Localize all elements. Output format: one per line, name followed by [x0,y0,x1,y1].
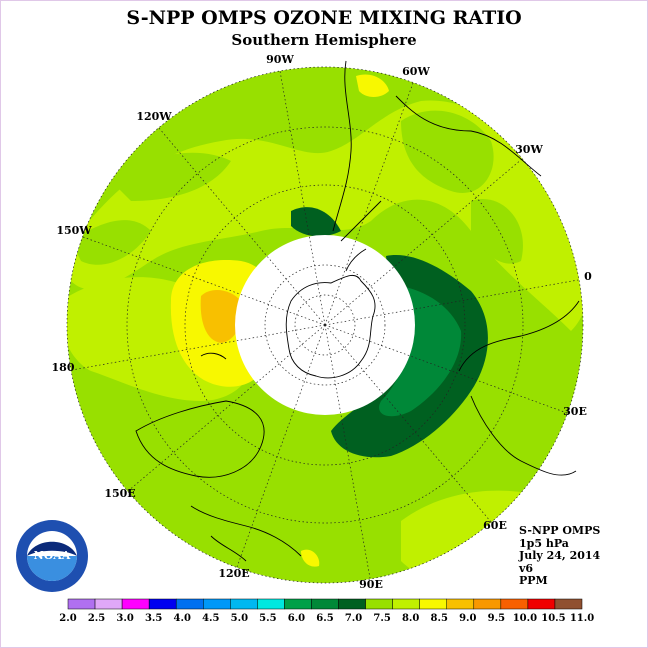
antarctic-peninsula [345,248,367,272]
colorbar-tick-label: 3.0 [116,613,133,624]
australia-coast [135,400,265,478]
madagascar-region [470,395,577,476]
lon-label-30e: 30E [563,405,587,418]
info-date: July 24, 2014 [519,549,601,562]
colorbar-tick-label: 8.0 [402,613,419,624]
info-block: S-NPP OMPS 1p5 hPa July 24, 2014 v6 PPM [519,524,601,588]
colorbar-tick-label: 6.0 [288,613,305,624]
map-title: S-NPP OMPS OZONE MIXING RATIO [126,7,522,29]
info-version: v6 [519,561,534,575]
colorbar-tick-label: 4.5 [202,613,219,624]
lon-label-120w: 120W [136,110,172,123]
colorbar-tick-label: 10.0 [513,613,537,624]
colorbar-swatch [67,598,96,610]
colorbar-tick-label: 10.5 [541,613,565,624]
colorbar-tick-label: 7.0 [345,613,362,624]
contour-75-patch [71,220,151,265]
colorbar-swatch [500,598,529,610]
colorbar-tick-label: 3.5 [145,613,162,624]
lon-label-120e: 120E [218,567,249,580]
lon-label-150w: 150W [56,224,92,237]
colorbar-swatch [338,598,366,610]
colorbar-swatch [527,598,556,610]
longitude-grid [71,70,579,579]
contour-65-east [379,286,462,417]
contour-85-south [301,549,320,567]
colorbar-swatch [419,598,447,610]
latitude-grid [66,66,584,584]
contour-75-patch-4 [471,199,523,264]
ozone-contours [67,74,583,583]
colorbar-swatch [554,598,583,610]
colorbar-swatch [446,598,475,610]
lon-label-30w: 30W [515,143,543,156]
contour-85-north [356,74,389,97]
antarctica-coast [285,274,376,379]
colorbar-tick-label: 4.0 [174,613,191,624]
colorbar-tick-label: 11.0 [570,613,594,624]
colorbar: 2.0 2.5 3.0 3.5 4.0 4.5 5.0 5.5 6.0 6.5 7.0 7.5 8.0 8… [59,598,594,624]
colorbar-swatch [203,598,231,610]
colorbar-tick-label: 9.5 [488,613,505,624]
colorbar-swatch [257,598,285,610]
colorbar-tick-label: 2.0 [59,613,76,624]
coastlines [135,60,580,562]
colorbar-tick-label: 5.0 [231,613,248,624]
south-america-coast-west [332,60,352,232]
noaa-logo: NOAA [16,520,88,592]
indonesia-coast [190,505,302,557]
colorbar-swatch [284,598,312,610]
contour-9-west [200,289,243,343]
colorbar-tick-label: 7.5 [373,613,390,624]
colorbar-swatch [175,598,204,610]
lon-label-90e: 90E [359,578,383,591]
colorbar-swatch [94,598,123,610]
logo-text: NOAA [34,549,71,562]
colorbar-tick-label: 8.5 [431,613,448,624]
indonesia-islands [210,535,247,562]
lon-label-60e: 60E [483,519,507,532]
colorbar-tick-label: 6.5 [316,613,333,624]
south-america-coast-south [340,200,382,242]
colorbar-swatch [311,598,339,610]
lon-label-0: 0 [584,270,592,283]
lon-label-180: 180 [52,361,75,374]
lon-label-150e: 150E [104,487,135,500]
info-instrument: S-NPP OMPS [519,524,601,537]
colorbar-swatch [392,598,420,610]
lon-label-60w: 60W [402,65,430,78]
colorbar-swatch [148,598,177,610]
africa-coast [458,300,580,372]
south-america-coast-east [395,95,542,177]
info-level: 1p5 hPa [519,536,569,550]
contour-75-patch-2 [111,152,231,201]
colorbar-swatch [121,598,150,610]
lon-label-90w: 90W [266,53,294,66]
colorbar-swatch [365,598,393,610]
colorbar-tick-label: 5.5 [259,613,276,624]
colorbar-tick-label: 9.0 [459,613,476,624]
contour-7-north [291,207,341,237]
logo-wave [27,556,77,581]
logo-gull [27,541,77,556]
colorbar-swatch [473,598,502,610]
map-subtitle: Southern Hemisphere [231,31,417,49]
info-units: PPM [519,574,548,587]
colorbar-swatch [230,598,258,610]
colorbar-tick-label: 2.5 [88,613,105,624]
inner-latitude-grid [264,264,386,386]
new-zealand-coast [200,352,227,360]
longitude-labels: 90W 60W 30W 0 30E 60E 90E 120E 150E 180 … [52,53,593,591]
